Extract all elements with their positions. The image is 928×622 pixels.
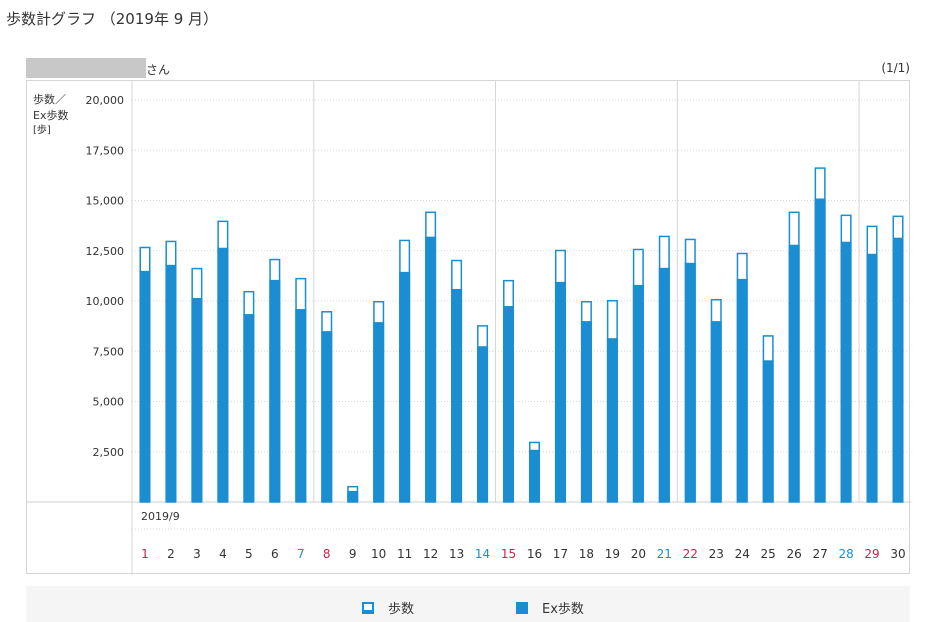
x-tick-label-26: 26 bbox=[787, 547, 802, 561]
page-indicator: (1/1) bbox=[881, 61, 910, 75]
x-tick-label-3: 3 bbox=[193, 547, 201, 561]
x-tick-label-18: 18 bbox=[579, 547, 594, 561]
y-tick-label: 15,000 bbox=[86, 195, 125, 208]
legend-label-steps: 歩数 bbox=[388, 602, 415, 617]
bar-ex-steps-29 bbox=[866, 253, 878, 502]
bar-ex-steps-4 bbox=[217, 247, 229, 502]
chart-frame: 20,000 17,500 15,000 12,500 10,000 7,500 5,000… bbox=[26, 80, 911, 575]
x-tick-label-22: 22 bbox=[683, 547, 698, 561]
legend: 歩数 Ex歩数 bbox=[26, 586, 910, 622]
y-tick-label: 10,000 bbox=[86, 295, 125, 308]
x-tick-label-9: 9 bbox=[349, 547, 357, 561]
x-tick-label-6: 6 bbox=[271, 547, 279, 561]
x-tick-label-17: 17 bbox=[553, 547, 568, 561]
x-tick-label-12: 12 bbox=[423, 547, 438, 561]
x-tick-label-19: 19 bbox=[605, 547, 620, 561]
x-tick-label-29: 29 bbox=[864, 547, 879, 561]
bar-ex-steps-27 bbox=[814, 198, 826, 502]
y-axis-label-line: [歩] bbox=[33, 123, 51, 136]
bar-ex-steps-23 bbox=[710, 321, 722, 502]
user-name-masked bbox=[26, 58, 146, 78]
bar-ex-steps-30 bbox=[892, 237, 904, 502]
bar-ex-steps-6 bbox=[269, 279, 281, 502]
x-tick-label-24: 24 bbox=[735, 547, 750, 561]
y-tick-label: 17,500 bbox=[86, 144, 125, 157]
bar-ex-steps-2 bbox=[165, 264, 177, 502]
x-tick-label-14: 14 bbox=[475, 547, 490, 561]
y-axis-label-line: Ex歩数 bbox=[33, 108, 68, 122]
x-tick-label-5: 5 bbox=[245, 547, 253, 561]
bar-ex-steps-18 bbox=[580, 321, 592, 502]
step-chart: 20,00017,50015,00012,50010,0007,5005,000… bbox=[27, 81, 911, 575]
bar-ex-steps-1 bbox=[139, 270, 151, 502]
legend-label-ex-steps: Ex歩数 bbox=[542, 602, 584, 617]
page-title: 歩数計グラフ （2019年 9 月） bbox=[6, 10, 219, 28]
x-tick-label-30: 30 bbox=[890, 547, 905, 561]
bar-ex-steps-22 bbox=[684, 262, 696, 502]
x-tick-label-21: 21 bbox=[657, 547, 672, 561]
y-tick-label: 7,500 bbox=[93, 345, 125, 358]
x-tick-label-10: 10 bbox=[371, 547, 386, 561]
legend-swatch-steps-icon bbox=[362, 601, 374, 614]
bar-ex-steps-10 bbox=[373, 322, 385, 502]
x-tick-label-2: 2 bbox=[167, 547, 175, 561]
bar-ex-steps-12 bbox=[425, 236, 437, 502]
legend-item-ex-steps[interactable]: Ex歩数 bbox=[516, 598, 584, 617]
bar-ex-steps-5 bbox=[243, 314, 255, 502]
bar-ex-steps-24 bbox=[736, 278, 748, 502]
bar-ex-steps-14 bbox=[477, 346, 489, 502]
y-tick-label: 12,500 bbox=[86, 245, 125, 258]
x-tick-label-20: 20 bbox=[631, 547, 646, 561]
user-row: さん (1/1) bbox=[26, 58, 912, 78]
x-tick-label-8: 8 bbox=[323, 547, 331, 561]
x-tick-label-28: 28 bbox=[838, 547, 853, 561]
bar-ex-steps-11 bbox=[399, 271, 411, 502]
x-tick-label-4: 4 bbox=[219, 547, 227, 561]
x-tick-label-7: 7 bbox=[297, 547, 305, 561]
y-tick-label: 20,000 bbox=[86, 94, 125, 107]
bar-ex-steps-3 bbox=[191, 297, 203, 502]
bar-ex-steps-8 bbox=[321, 331, 333, 502]
bar-ex-steps-20 bbox=[632, 284, 644, 502]
legend-item-steps[interactable]: 歩数 bbox=[362, 598, 414, 617]
legend-swatch-ex-steps-icon bbox=[516, 601, 528, 614]
bar-ex-steps-25 bbox=[762, 360, 774, 502]
y-tick-label: 2,500 bbox=[93, 446, 125, 459]
bar-ex-steps-19 bbox=[606, 338, 618, 502]
bar-ex-steps-15 bbox=[503, 306, 515, 502]
x-tick-label-13: 13 bbox=[449, 547, 464, 561]
bar-ex-steps-21 bbox=[658, 267, 670, 502]
x-tick-label-27: 27 bbox=[812, 547, 827, 561]
bar-ex-steps-28 bbox=[840, 241, 852, 502]
bar-ex-steps-13 bbox=[451, 288, 463, 502]
y-tick-label: 5,000 bbox=[93, 396, 125, 409]
x-tick-label-25: 25 bbox=[761, 547, 776, 561]
x-tick-label-11: 11 bbox=[397, 547, 412, 561]
bar-ex-steps-17 bbox=[554, 281, 566, 502]
bar-ex-steps-7 bbox=[295, 309, 307, 502]
x-tick-label-23: 23 bbox=[709, 547, 724, 561]
bar-ex-steps-16 bbox=[528, 449, 540, 502]
bar-ex-steps-26 bbox=[788, 244, 800, 502]
x-tick-label-15: 15 bbox=[501, 547, 516, 561]
bar-ex-steps-9 bbox=[347, 490, 359, 502]
y-axis-label-line: 歩数／ bbox=[33, 92, 66, 106]
month-label: 2019/9 bbox=[141, 510, 180, 523]
x-tick-label-1: 1 bbox=[141, 547, 149, 561]
x-tick-label-16: 16 bbox=[527, 547, 542, 561]
user-name-suffix: さん bbox=[146, 63, 171, 77]
